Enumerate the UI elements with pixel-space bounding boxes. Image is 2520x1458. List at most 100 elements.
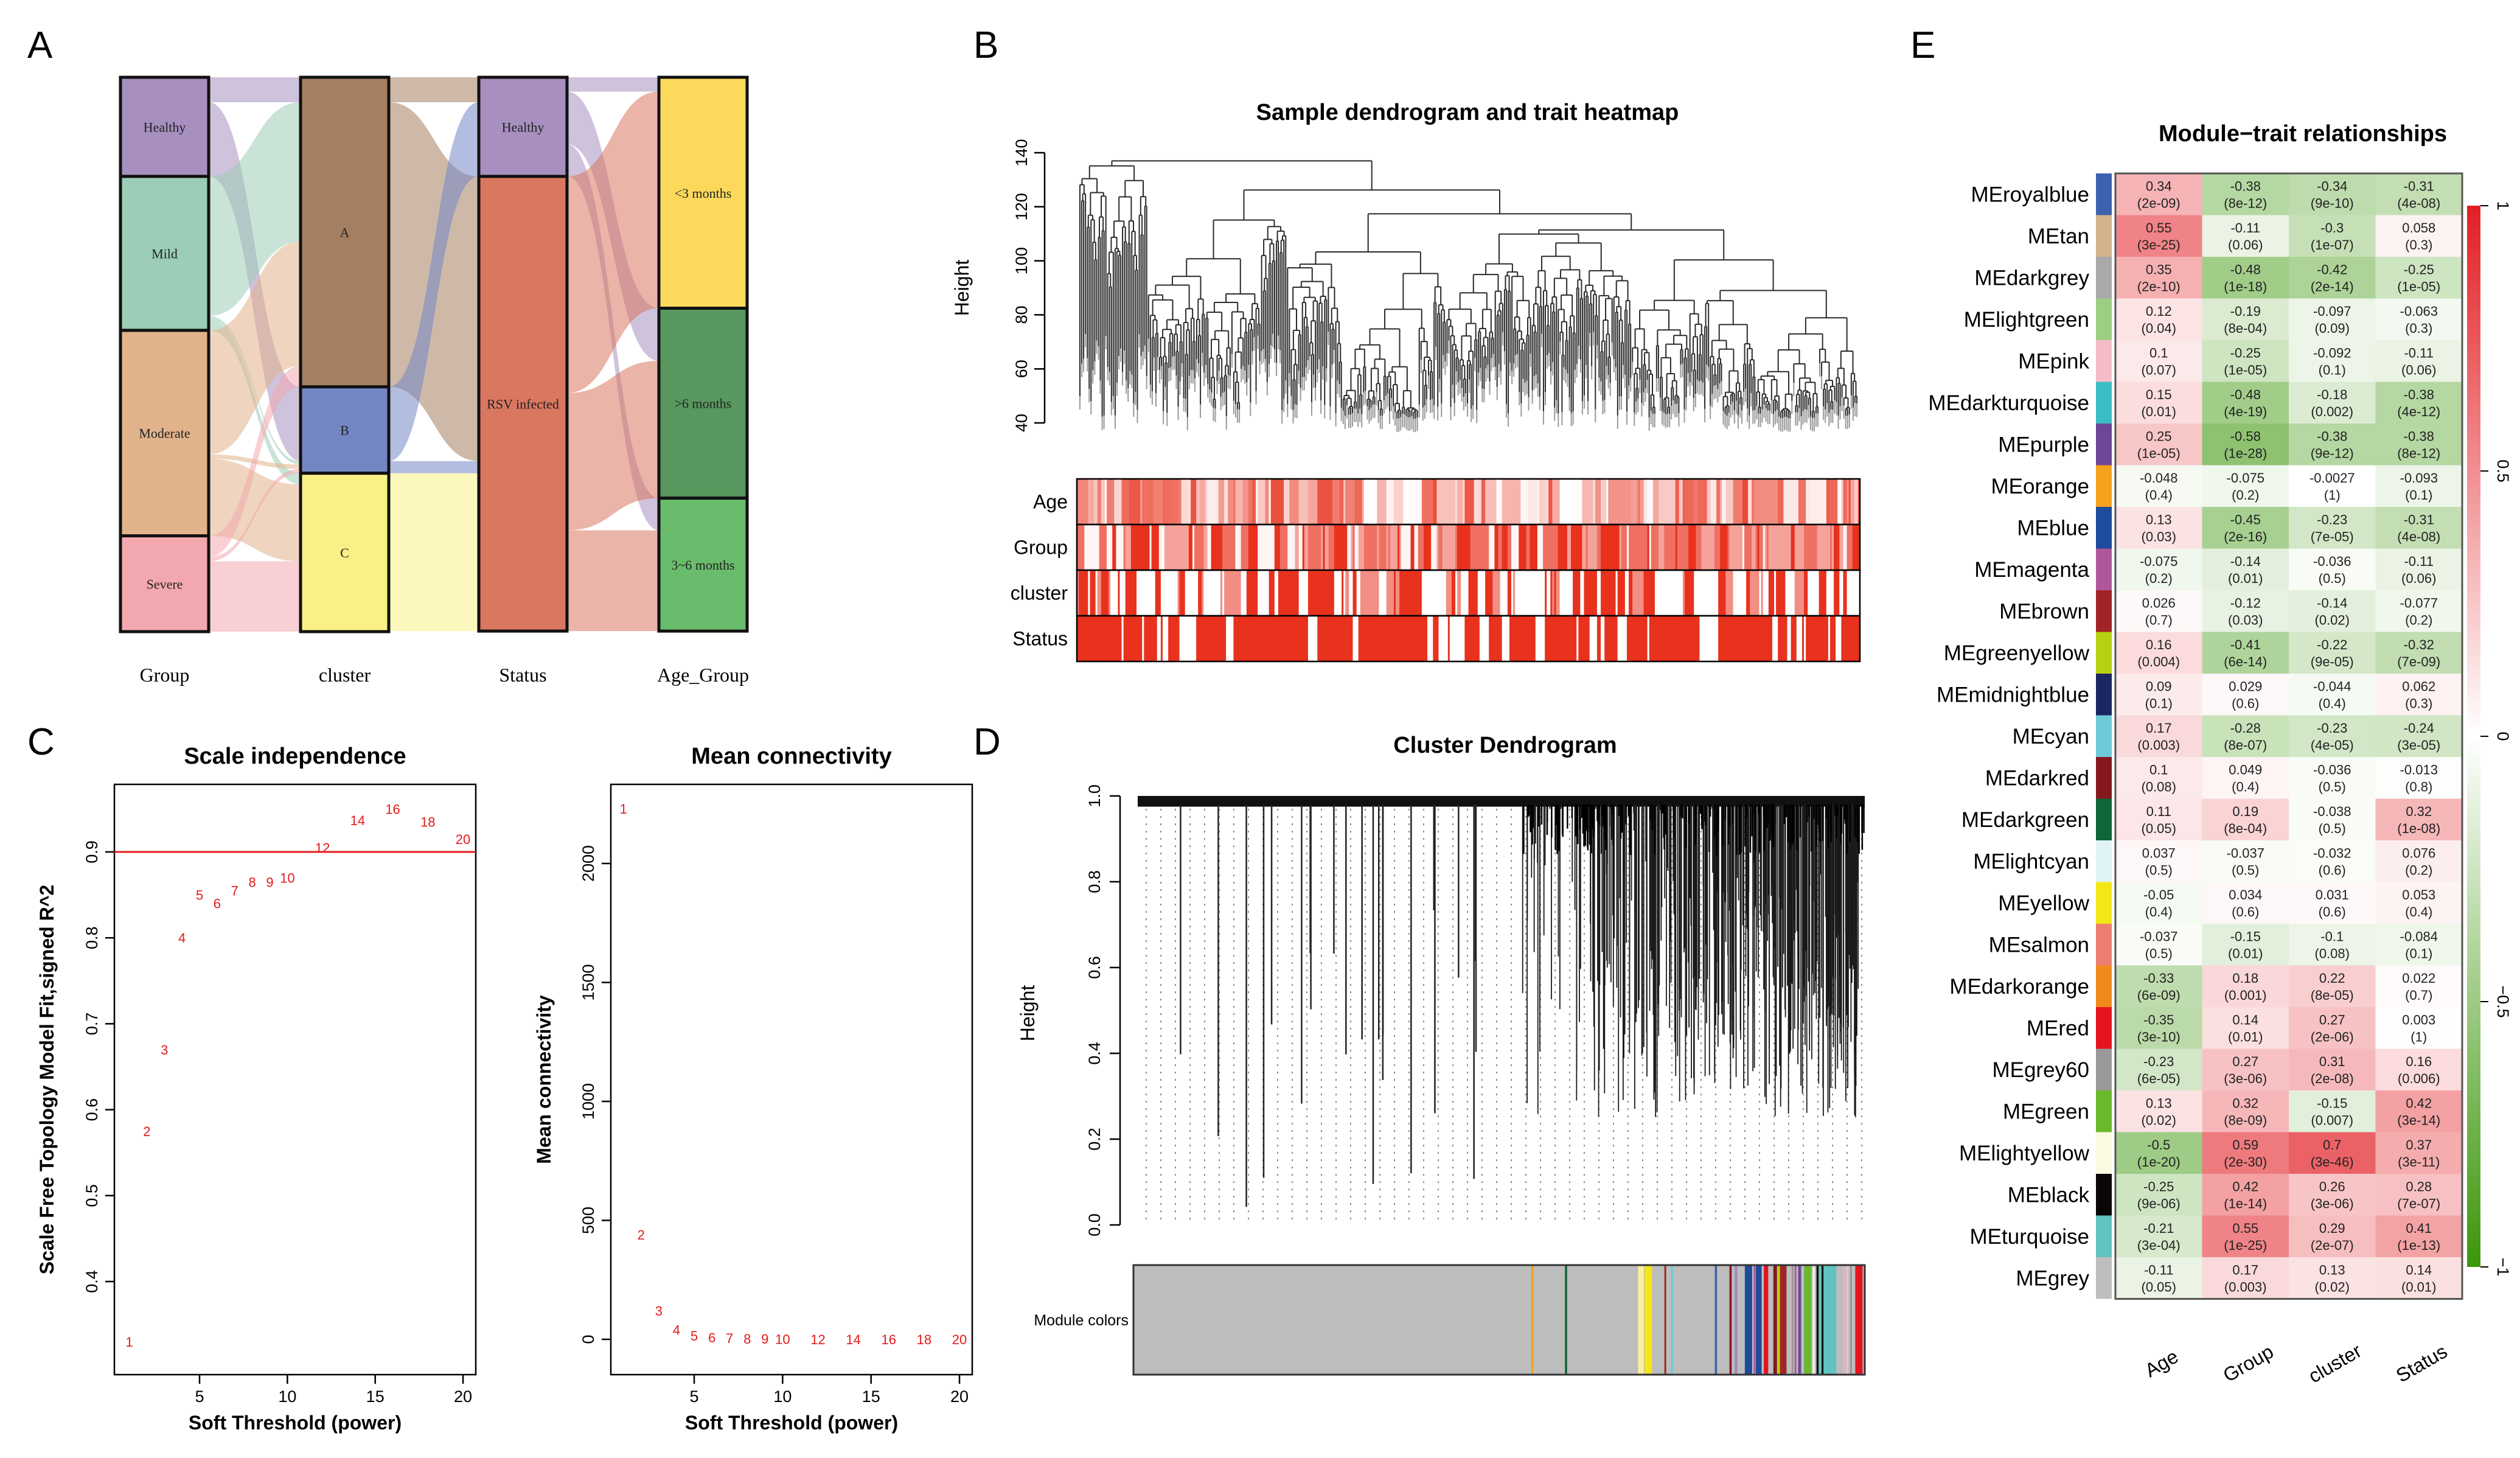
- heatmap-cell: [2202, 590, 2289, 632]
- trait-cell: [1263, 479, 1266, 525]
- trait-cell: [1474, 525, 1477, 570]
- module-color-band: [1794, 1265, 1797, 1375]
- trait-cell: [1263, 525, 1266, 570]
- trait-cell: [1349, 570, 1352, 616]
- trait-cell: [1701, 479, 1704, 525]
- heatmap-cell: [2375, 798, 2463, 841]
- trait-cell: [1649, 570, 1652, 616]
- trait-cell: [1177, 479, 1180, 525]
- trait-cell: [1638, 570, 1641, 616]
- trait-cell: [1796, 570, 1799, 616]
- trait-cell: [1748, 570, 1750, 616]
- trait-cell: [1345, 525, 1348, 570]
- trait-cell: [1332, 525, 1335, 570]
- trait-cell: [1662, 616, 1665, 661]
- trait-cell: [1543, 570, 1545, 616]
- trait-cell: [1785, 616, 1788, 661]
- heatmap-cell: [2289, 1048, 2376, 1091]
- trait-cell: [1297, 479, 1300, 525]
- trait-cell: [1293, 570, 1296, 616]
- trait-cell: [1157, 479, 1160, 525]
- trait-cell: [1324, 525, 1328, 570]
- trait-cell: [1216, 616, 1219, 661]
- trait-cell: [1841, 525, 1844, 570]
- trait-cell: [1841, 479, 1844, 525]
- trait-cell: [1269, 479, 1272, 525]
- trait-cell: [1433, 570, 1435, 616]
- module-color-band: [1638, 1265, 1644, 1375]
- trait-cell: [1190, 479, 1193, 525]
- p-value: (1e-28): [2224, 445, 2267, 461]
- trait-cell: [1496, 616, 1499, 661]
- p-value: (0.007): [2311, 1112, 2353, 1128]
- trait-cell: [1449, 525, 1452, 570]
- trait-cell: [1475, 570, 1478, 616]
- trait-cell: [1088, 616, 1091, 661]
- trait-cell: [1856, 479, 1859, 525]
- sankey-axis-label: Group: [140, 664, 190, 686]
- trait-cell: [1375, 616, 1377, 661]
- trait-cell: [1727, 479, 1730, 525]
- data-point-label: 6: [708, 1330, 715, 1345]
- sankey-axis-label: Status: [499, 664, 546, 686]
- p-value: (0.5): [2319, 821, 2346, 836]
- trait-cell: [1342, 616, 1344, 661]
- trait-cell: [1276, 525, 1279, 570]
- trait-cell: [1326, 616, 1329, 661]
- p-value: (8e-07): [2224, 738, 2267, 753]
- trait-cell: [1828, 616, 1831, 661]
- trait-cell: [1185, 570, 1188, 616]
- trait-cell: [1464, 616, 1467, 661]
- correlation-value: -0.15: [2317, 1095, 2347, 1111]
- legend-tick-label: −0.5: [2494, 985, 2512, 1017]
- p-value: (0.4): [2319, 696, 2346, 711]
- y-tick-label: 0: [579, 1334, 597, 1344]
- correlation-value: 0.29: [2319, 1221, 2345, 1236]
- trait-cell: [1811, 570, 1814, 616]
- data-point-label: 18: [917, 1332, 931, 1347]
- data-point-label: 16: [385, 801, 400, 817]
- trait-cell: [1817, 616, 1820, 661]
- trait-cell: [1368, 616, 1370, 661]
- correlation-value: -0.11: [2404, 345, 2434, 360]
- trait-cell: [1515, 616, 1517, 661]
- trait-cell: [1332, 616, 1335, 661]
- trait-cell: [1418, 570, 1421, 616]
- heatmap-cell: [2289, 757, 2376, 799]
- trait-cell: [1759, 570, 1762, 616]
- trait-cell: [1431, 616, 1433, 661]
- trait-cell: [1846, 570, 1850, 616]
- trait-cell: [1134, 525, 1137, 570]
- heatmap-cell: [2289, 1174, 2376, 1216]
- trait-cell: [1104, 570, 1107, 616]
- data-point-label: 10: [280, 870, 294, 885]
- trait-cell: [1286, 570, 1288, 616]
- trait-cell: [1347, 570, 1349, 616]
- trait-cell: [1397, 616, 1400, 661]
- trait-cell: [1423, 479, 1426, 525]
- p-value: (0.01): [2401, 1279, 2436, 1294]
- legend-tick-label: 1: [2494, 201, 2512, 210]
- trait-cell: [1391, 479, 1394, 525]
- trait-cell: [1680, 616, 1683, 661]
- trait-cell: [1576, 570, 1579, 616]
- trait-cell: [1158, 616, 1161, 661]
- trait-cell: [1340, 570, 1342, 616]
- trait-cell: [1209, 616, 1212, 661]
- data-point-label: 7: [726, 1331, 733, 1346]
- trait-cell: [1468, 479, 1471, 525]
- trait-cell: [1526, 616, 1529, 661]
- module-color-band: [1671, 1265, 1674, 1375]
- trait-cell: [1270, 479, 1273, 525]
- trait-cell: [1856, 570, 1859, 616]
- trait-cell: [1297, 525, 1300, 570]
- trait-cell: [1380, 525, 1384, 570]
- trait-cell: [1808, 616, 1810, 661]
- trait-cell: [1531, 479, 1534, 525]
- trait-cell: [1619, 616, 1622, 661]
- trait-cell: [1660, 570, 1663, 616]
- trait-cell: [1259, 570, 1262, 616]
- trait-cell: [1470, 479, 1473, 525]
- trait-cell: [1310, 525, 1312, 570]
- module-color-band: [1664, 1265, 1666, 1375]
